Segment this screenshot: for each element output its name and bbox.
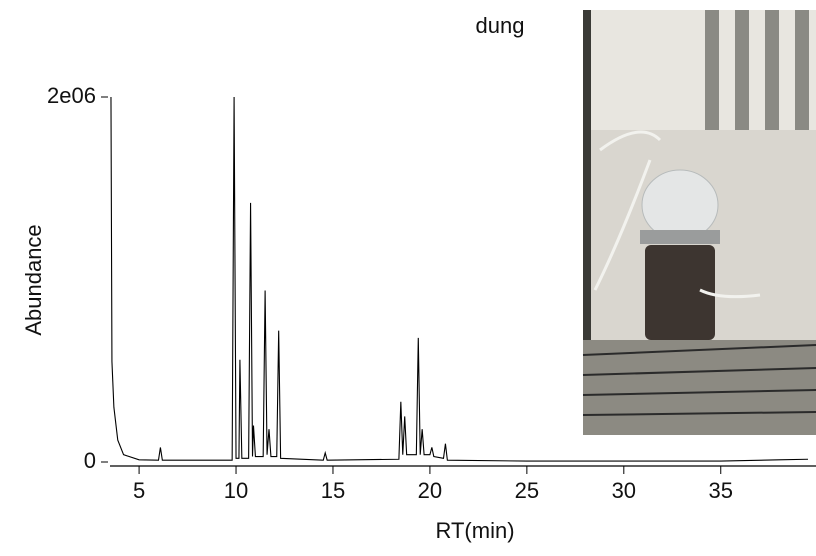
chromatogram-line (110, 96, 809, 462)
y-axis-label: Abundance (21, 224, 46, 335)
y-tick-label: 0 (84, 448, 96, 473)
x-axis-label: RT(min) (435, 518, 514, 543)
x-tick-label: 5 (133, 478, 145, 503)
x-tick-label: 35 (709, 478, 733, 503)
y-tick-label: 2e06 (47, 83, 96, 108)
x-tick-label: 25 (515, 478, 539, 503)
x-tick-label: 15 (321, 478, 345, 503)
x-tick-label: 20 (418, 478, 442, 503)
x-tick-label: 30 (612, 478, 636, 503)
chart-title: dung (476, 13, 525, 38)
inset-photo (582, 10, 816, 435)
x-tick-label: 10 (224, 478, 248, 503)
